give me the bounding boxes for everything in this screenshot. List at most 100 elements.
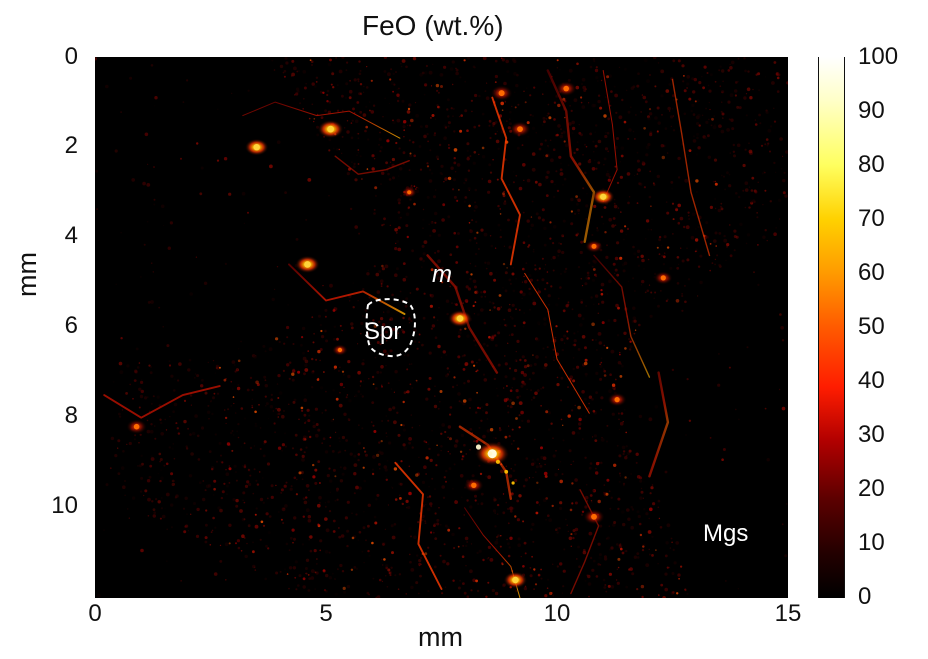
speckle-pixel (443, 476, 446, 479)
speckle-pixel (784, 554, 788, 558)
speckle-pixel (603, 369, 606, 373)
bright-speckle-pixel (473, 151, 477, 154)
speckle-pixel (499, 323, 502, 326)
speckle-pixel (153, 198, 156, 201)
speckle-pixel (637, 514, 641, 519)
speckle-pixel (311, 386, 314, 389)
speckle-pixel (481, 178, 484, 180)
speckle-pixel (169, 416, 171, 418)
speckle-pixel (567, 78, 571, 82)
speckle-pixel (540, 577, 543, 580)
speckle-pixel (703, 65, 707, 69)
speckle-pixel (537, 288, 539, 290)
speckle-pixel (695, 248, 698, 251)
speckle-pixel (304, 422, 306, 424)
speckle-pixel (494, 74, 498, 79)
speckle-pixel (387, 170, 389, 172)
speckle-pixel (627, 280, 630, 283)
speckle-pixel (733, 229, 737, 233)
speckle-pixel (217, 368, 220, 370)
speckle-pixel (496, 503, 500, 507)
speckle-pixel (315, 562, 318, 565)
speckle-pixel (418, 565, 420, 567)
speckle-pixel (636, 173, 639, 175)
speckle-pixel (253, 445, 256, 447)
speckle-pixel (436, 518, 440, 522)
speckle-pixel (497, 363, 501, 367)
speckle-pixel (400, 216, 402, 219)
speckle-pixel (552, 594, 555, 597)
speckle-pixel (276, 383, 279, 385)
y-tick-6: 6 (64, 312, 78, 339)
speckle-pixel (370, 421, 373, 423)
speckle-pixel (441, 592, 444, 595)
speckle-pixel (310, 576, 315, 580)
speckle-pixel (349, 452, 353, 456)
bright-speckle-pixel (231, 449, 234, 452)
speckle-pixel (608, 175, 611, 179)
heatmap-svg (95, 57, 788, 598)
speckle-pixel (217, 506, 221, 510)
speckle-pixel (576, 365, 580, 369)
speckle-pixel (354, 394, 358, 398)
speckle-pixel (460, 114, 464, 117)
speckle-pixel (605, 132, 607, 134)
speckle-pixel (597, 99, 601, 104)
speckle-pixel (329, 444, 332, 447)
bright-speckle-pixel (386, 285, 389, 288)
speckle-pixel (641, 279, 645, 284)
speckle-pixel (522, 325, 525, 328)
speckle-pixel (426, 507, 431, 512)
speckle-pixel (205, 484, 210, 489)
speckle-pixel (611, 224, 615, 228)
speckle-pixel (718, 124, 722, 128)
speckle-pixel (524, 478, 528, 482)
speckle-pixel (403, 446, 408, 451)
speckle-pixel (651, 554, 654, 557)
speckle-pixel (592, 58, 596, 61)
speckle-pixel (307, 419, 311, 423)
bright-speckle-pixel (351, 536, 355, 540)
speckle-pixel (355, 513, 358, 516)
speckle-pixel (387, 172, 390, 176)
speckle-pixel (288, 403, 290, 405)
speckle-pixel (591, 278, 595, 282)
speckle-pixel (349, 207, 353, 211)
speckle-pixel (409, 154, 412, 158)
speckle-pixel (623, 261, 628, 266)
speckle-pixel (194, 414, 198, 418)
speckle-pixel (573, 98, 578, 103)
bright-speckle-pixel (252, 550, 255, 554)
speckle-pixel (283, 342, 286, 345)
speckle-pixel (443, 543, 446, 546)
speckle-pixel (422, 218, 425, 221)
speckle-pixel (467, 187, 471, 191)
speckle-pixel (344, 449, 347, 452)
speckle-pixel (219, 544, 222, 547)
speckle-pixel (359, 332, 362, 335)
speckle-pixel (224, 262, 227, 265)
speckle-pixel (469, 229, 473, 234)
bright-speckle-pixel (606, 346, 609, 349)
bright-speckle-pixel (715, 245, 717, 247)
speckle-pixel (489, 558, 494, 562)
speckle-pixel (484, 90, 486, 92)
speckle-pixel (311, 64, 313, 66)
speckle-pixel (171, 447, 174, 450)
speckle-pixel (288, 566, 293, 570)
speckle-pixel (406, 353, 410, 357)
speckle-pixel (434, 251, 437, 254)
speckle-pixel (183, 399, 187, 402)
speckle-pixel (507, 522, 510, 525)
speckle-pixel (398, 379, 401, 382)
speckle-pixel (577, 348, 581, 351)
speckle-pixel (625, 454, 628, 457)
speckle-pixel (376, 290, 381, 294)
speckle-pixel (248, 482, 252, 487)
bright-speckle-pixel (511, 401, 515, 406)
speckle-pixel (184, 525, 187, 528)
speckle-pixel (353, 492, 356, 495)
colorbar-tick-10: 10 (858, 529, 885, 556)
speckle-pixel (765, 138, 769, 141)
speckle-pixel (475, 242, 478, 244)
